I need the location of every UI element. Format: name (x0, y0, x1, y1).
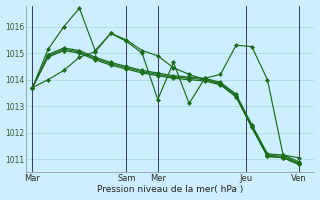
X-axis label: Pression niveau de la mer( hPa ): Pression niveau de la mer( hPa ) (97, 185, 244, 194)
